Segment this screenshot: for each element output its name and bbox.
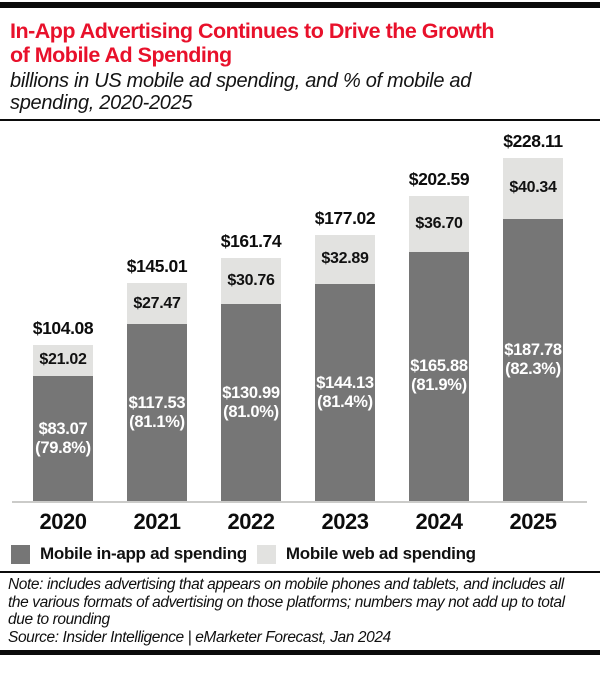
chart-subtitle: billions in US mobile ad spending, and %… <box>10 70 590 114</box>
inapp-pct: (81.0%) <box>223 402 279 421</box>
x-axis-label-2023: 2023 <box>321 509 369 534</box>
legend-label-web: Mobile web ad spending <box>285 544 476 563</box>
inapp-value-label: $130.99 (81.0%) <box>222 384 280 422</box>
inapp-value-label: $144.13 (81.4%) <box>316 374 374 412</box>
web-value-label: $40.34 <box>509 179 557 197</box>
x-axis-label-2022: 2022 <box>227 509 275 534</box>
chart-subtitle-line-2: spending, 2020-2025 <box>10 92 193 114</box>
x-axis-line <box>12 501 587 503</box>
legend-label-inapp: Mobile in-app ad spending <box>40 544 247 563</box>
legend-swatch-web <box>256 544 276 564</box>
total-value-label: $228.11 <box>503 130 563 151</box>
inapp-value: $83.07 <box>38 419 88 438</box>
web-value-label: $32.89 <box>321 250 369 268</box>
x-axis-label-2021: 2021 <box>133 509 181 534</box>
stacked-bar-chart: $21.02 $83.07 (79.8%) $104.08 2020 $27.47 $117… <box>0 121 600 534</box>
chart-title-line-1: In-App Advertising Continues to Drive th… <box>10 19 495 43</box>
inapp-value: $117.53 <box>128 393 186 412</box>
chart-title: In-App Advertising Continues to Drive th… <box>10 19 590 67</box>
total-value-label: $177.02 <box>314 207 376 228</box>
header-divider <box>0 119 600 121</box>
inapp-value-label: $165.88 (81.9%) <box>410 357 468 395</box>
total-value-label: $145.01 <box>126 255 188 276</box>
bar-segment-web-2021: $27.47 <box>127 282 187 325</box>
legend: Mobile in-app ad spending Mobile web ad s… <box>0 544 600 564</box>
inapp-value: $144.13 <box>316 373 374 392</box>
header: In-App Advertising Continues to Drive th… <box>0 8 600 119</box>
total-value-label: $104.08 <box>32 317 94 338</box>
top-border-bar <box>0 2 600 8</box>
bar-column-2022: $30.76 $130.99 (81.0%) <box>221 257 281 501</box>
total-value-label: $202.59 <box>408 169 470 190</box>
total-value-label: $161.74 <box>220 230 282 251</box>
bar-segment-inapp-2021: $117.53 (81.1%) <box>127 324 187 501</box>
bar-segment-inapp-2025: $187.78 (82.3%) <box>503 218 563 501</box>
bar-segment-web-2024: $36.70 <box>409 196 469 252</box>
web-value-label: $21.02 <box>39 351 87 369</box>
bar-column-2021: $27.47 $117.53 (81.1%) <box>127 282 187 501</box>
inapp-value: $187.78 <box>504 340 562 359</box>
bar-column-2025: $40.34 $187.78 (82.3%) <box>503 157 563 501</box>
inapp-value-label: $117.53 (81.1%) <box>129 394 186 432</box>
bar-segment-inapp-2023: $144.13 (81.4%) <box>315 284 375 501</box>
inapp-value-label: $187.78 (82.3%) <box>504 341 562 379</box>
bar-segment-inapp-2022: $130.99 (81.0%) <box>221 304 281 501</box>
x-axis-label-2024: 2024 <box>415 509 463 534</box>
note-line-3: due to rounding <box>8 611 110 628</box>
legend-item-web: Mobile web ad spending <box>256 544 476 564</box>
inapp-pct: (81.4%) <box>317 392 373 411</box>
bottom-border-bar <box>0 650 600 655</box>
bar-segment-inapp-2024: $165.88 (81.9%) <box>409 251 469 501</box>
chart-title-line-2: of Mobile Ad Spending <box>10 43 232 67</box>
web-value-label: $36.70 <box>415 214 463 232</box>
note-line-1: Note: includes advertising that appears … <box>8 576 564 593</box>
inapp-pct: (81.1%) <box>129 412 185 431</box>
x-axis-label-2025: 2025 <box>509 509 557 534</box>
web-value-label: $27.47 <box>133 294 181 312</box>
bar-column-2024: $36.70 $165.88 (81.9%) <box>409 196 469 501</box>
inapp-value-label: $83.07 (79.8%) <box>35 420 91 458</box>
web-value-label: $30.76 <box>227 271 275 289</box>
legend-divider <box>0 571 600 573</box>
inapp-pct: (79.8%) <box>35 438 91 457</box>
x-axis-label-2020: 2020 <box>39 509 87 534</box>
legend-item-inapp: Mobile in-app ad spending <box>11 544 247 564</box>
inapp-value: $165.88 <box>410 357 468 376</box>
inapp-value: $130.99 <box>222 383 280 402</box>
inapp-pct: (82.3%) <box>505 359 561 378</box>
bar-segment-inapp-2020: $83.07 (79.8%) <box>33 376 93 501</box>
chart-subtitle-line-1: billions in US mobile ad spending, and %… <box>10 70 472 92</box>
bar-column-2020: $21.02 $83.07 (79.8%) <box>33 344 93 501</box>
footnote: Note: includes advertising that appears … <box>0 573 600 646</box>
legend-swatch-inapp <box>11 544 30 564</box>
bar-segment-web-2025: $40.34 <box>503 157 563 219</box>
bar-segment-web-2020: $21.02 <box>33 344 93 377</box>
inapp-pct: (81.9%) <box>411 376 467 395</box>
source-line: Source: Insider Intelligence | eMarketer… <box>8 628 391 646</box>
bar-column-2023: $32.89 $144.13 (81.4%) <box>315 234 375 501</box>
bar-segment-web-2022: $30.76 <box>221 257 281 304</box>
bar-segment-web-2023: $32.89 <box>315 234 375 285</box>
note-line-2: the various formats of advertising on th… <box>8 593 565 611</box>
